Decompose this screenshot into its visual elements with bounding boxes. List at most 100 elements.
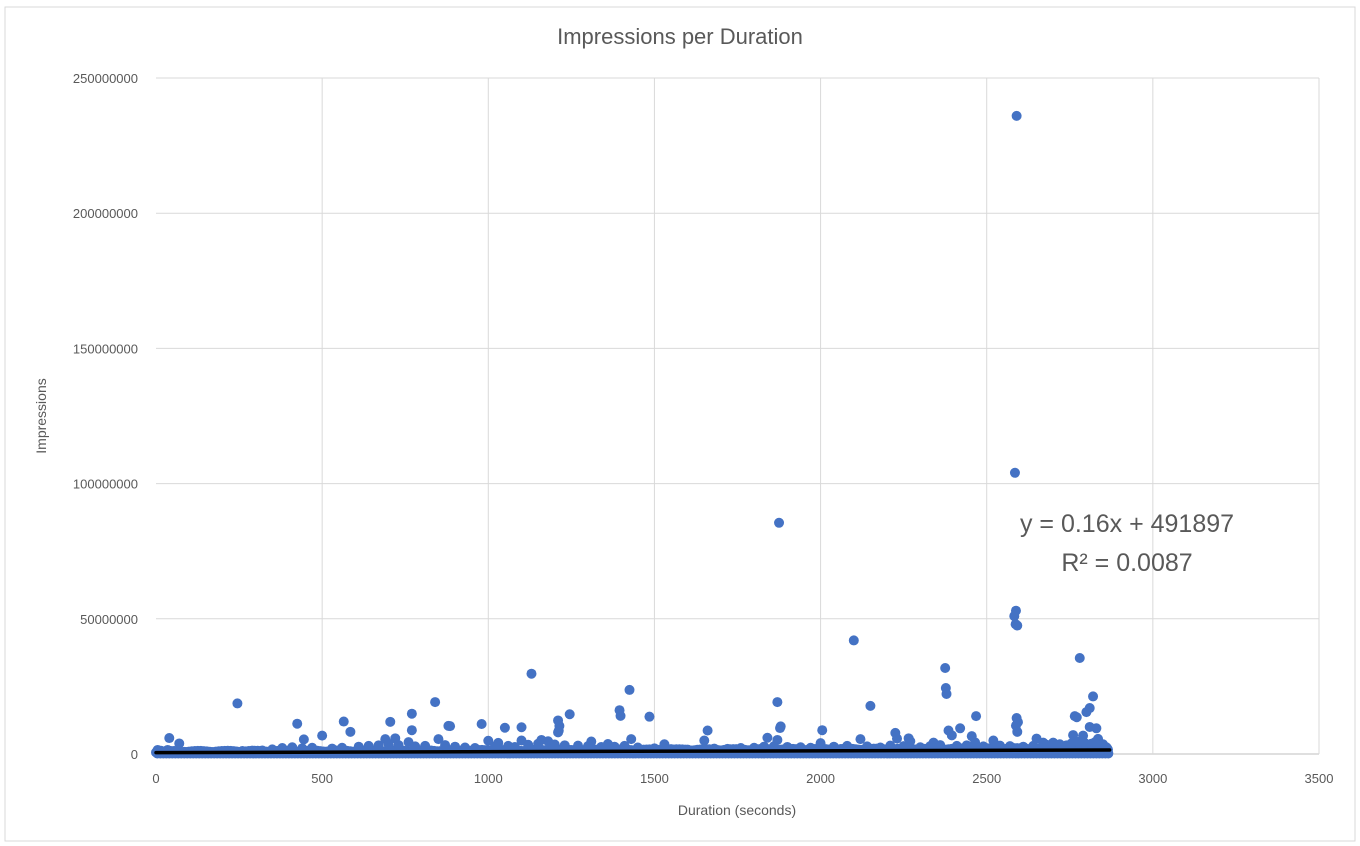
scatter-point [373, 740, 384, 751]
scatter-point [549, 739, 560, 750]
scatter-point [406, 708, 417, 719]
scatter-point [450, 741, 461, 752]
scatter-point [769, 741, 780, 752]
y-tick-label: 200000000 [73, 206, 138, 221]
scatter-point [624, 684, 635, 695]
y-tick-label: 100000000 [73, 477, 138, 492]
x-tick-label: 3000 [1138, 771, 1167, 786]
scatter-point [523, 739, 534, 750]
scatter-point [533, 738, 544, 749]
scatter-point [940, 663, 951, 674]
x-tick-label: 1000 [474, 771, 503, 786]
scatter-point [174, 738, 185, 749]
scatter-point [596, 741, 607, 752]
scatter-point [499, 722, 510, 733]
scatter-point [1071, 712, 1082, 723]
y-tick-labels: 0 50000000 100000000 150000000 200000000 2500… [73, 71, 138, 762]
scatter-point [559, 740, 570, 751]
scatter-point [516, 722, 527, 733]
scatter-point [406, 725, 417, 736]
scatter-point [842, 740, 853, 751]
scatter-point [1074, 653, 1085, 664]
y-tick-label: 150000000 [73, 341, 138, 356]
scatter-point [946, 730, 957, 741]
trendline-r-squared: R² = 0.0087 [1061, 549, 1192, 577]
scatter-point [287, 742, 298, 753]
scatter-point [762, 732, 773, 743]
chart-border [4, 6, 1356, 842]
trendline [154, 748, 1112, 755]
scatter-point [277, 743, 288, 754]
scatter-point [848, 635, 859, 646]
scatter-point [433, 734, 444, 745]
scatter-point [615, 710, 626, 721]
scatter-point [526, 668, 537, 679]
scatter-point [815, 738, 826, 749]
y-tick-label: 250000000 [73, 71, 138, 86]
scatter-point [410, 741, 421, 752]
scatter-point [582, 741, 593, 752]
x-tick-label: 3500 [1305, 771, 1334, 786]
x-tick-label: 0 [152, 771, 159, 786]
scatter-point [420, 740, 431, 751]
scatter-point [345, 726, 356, 737]
scatter-point [774, 517, 785, 528]
scatter-point [385, 716, 396, 727]
scatter-point [393, 740, 404, 751]
x-tick-label: 2000 [806, 771, 835, 786]
scatter-point [483, 735, 494, 746]
scatter-point [891, 733, 902, 744]
scatter-point [476, 718, 487, 729]
scatter-point [699, 735, 710, 746]
scatter-point [363, 740, 374, 751]
scatter-point [941, 688, 952, 699]
scatter-point [317, 730, 328, 741]
scatter-point [626, 734, 637, 745]
scatter-point [644, 711, 655, 722]
scatter-point [885, 740, 896, 751]
scatter-point [775, 723, 786, 734]
scatter-point [564, 709, 575, 720]
scatter-point [440, 740, 451, 751]
chart-title: Impressions per Duration [557, 24, 803, 49]
scatter-point [509, 741, 520, 752]
scatter-point [298, 734, 309, 745]
scatter-point [1081, 707, 1092, 718]
x-axis-title: Duration (seconds) [678, 802, 796, 818]
scatter-point [609, 741, 620, 752]
scatter-point [1009, 611, 1020, 622]
scatter-point [961, 740, 972, 751]
scatter-point [164, 733, 175, 744]
y-tick-label: 0 [131, 747, 138, 762]
x-tick-label: 2500 [972, 771, 1001, 786]
x-tick-labels: 0 500 1000 1500 2000 2500 3000 3500 [152, 771, 1333, 786]
scatter-point [619, 740, 630, 751]
x-tick-label: 500 [311, 771, 333, 786]
scatter-point [898, 741, 909, 752]
scatter-point [232, 698, 243, 709]
y-tick-label: 50000000 [80, 612, 138, 627]
scatter-point [702, 725, 713, 736]
scatter-point [772, 697, 783, 708]
scatter-point [1009, 467, 1020, 478]
scatter-point [955, 723, 966, 734]
trendline-equation: y = 0.16x + 491897 [1020, 510, 1234, 538]
x-tick-label: 1500 [640, 771, 669, 786]
scatter-point [1012, 620, 1023, 631]
scatter-point [430, 697, 441, 708]
scatter-point [573, 740, 584, 751]
scatter-point [307, 742, 318, 753]
scatter-point [338, 716, 349, 727]
scatter-point [292, 718, 303, 729]
scatter-point [1028, 740, 1039, 751]
scatter-point [1011, 110, 1022, 121]
scatter-point [460, 742, 471, 753]
scatter-point [337, 742, 348, 753]
scatter-point [935, 740, 946, 751]
scatter-point [353, 741, 364, 752]
scatter-point [1012, 726, 1023, 737]
scatter-point [855, 734, 866, 745]
scatter-point [1091, 723, 1102, 734]
scatter-point [951, 740, 962, 751]
